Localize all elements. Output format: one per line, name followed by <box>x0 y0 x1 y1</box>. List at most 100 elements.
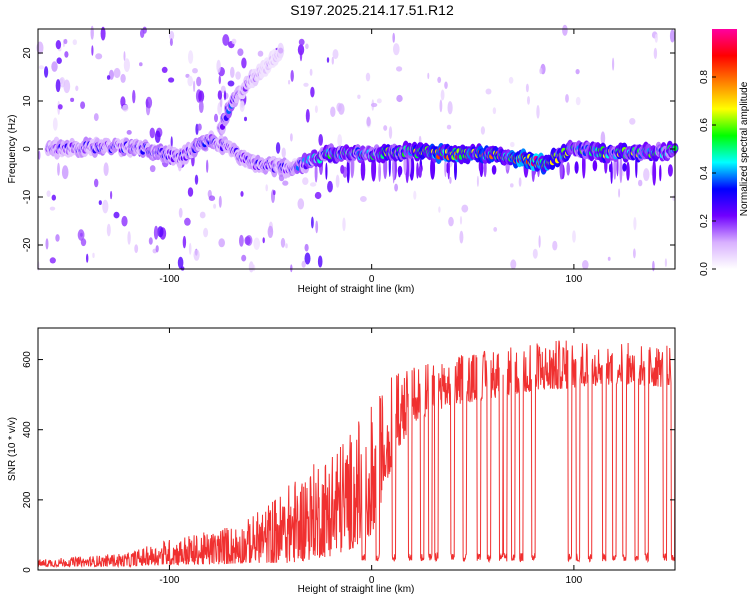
heatmap-cell <box>439 99 443 113</box>
heatmap-cell <box>394 183 398 192</box>
heatmap-cell <box>416 162 419 179</box>
heatmap-cell <box>331 56 334 65</box>
heatmap-cell <box>157 226 164 238</box>
snr-y-label: SNR (10 * v/v) <box>7 417 18 481</box>
heatmap-cell <box>629 118 636 125</box>
heatmap-cell <box>654 33 658 43</box>
heatmap-cell <box>297 198 305 210</box>
spectrogram-x-label: Height of straight line (km) <box>298 284 415 295</box>
heatmap-cell <box>161 66 168 73</box>
colorbar-tick-label: 0.6 <box>699 118 710 132</box>
heatmap-cell <box>669 29 675 43</box>
heatmap-cell <box>257 50 264 57</box>
heatmap-cell <box>218 238 225 248</box>
heatmap-cell <box>285 243 288 249</box>
heatmap-cell <box>447 101 453 115</box>
heatmap-cell <box>493 227 498 232</box>
heatmap-cell <box>216 59 221 73</box>
heatmap-cell <box>154 130 161 143</box>
heatmap-cell <box>572 230 576 243</box>
heatmap-cell <box>360 196 367 202</box>
heatmap-cell <box>330 106 336 118</box>
heatmap-cell <box>539 67 543 75</box>
heatmap-cell <box>86 253 89 263</box>
heatmap-cell <box>196 76 202 87</box>
y-tick-label: -20 <box>22 237 33 252</box>
heatmap-cell <box>142 26 147 34</box>
heatmap-cell <box>618 188 621 198</box>
heatmap-cell <box>510 141 515 148</box>
heatmap-cell <box>600 131 606 145</box>
colorbar-gradient <box>712 29 737 269</box>
heatmap-cell <box>305 109 310 123</box>
heatmap-cell <box>100 26 106 41</box>
snr-y-ticks: 0 200 400 600 <box>22 351 675 573</box>
heatmap-cell <box>198 90 205 103</box>
heatmap-cell <box>213 203 217 209</box>
heatmap-cell <box>325 162 328 180</box>
heatmap-cell <box>288 79 291 85</box>
y-tick-label: 0 <box>22 146 33 152</box>
heatmap-cell <box>327 180 333 193</box>
heatmap-cell <box>562 24 568 36</box>
heatmap-cell <box>392 157 395 184</box>
heatmap-cell <box>80 238 87 247</box>
heatmap-cell <box>446 124 452 130</box>
heatmap-cell <box>94 178 99 188</box>
heatmap-cell <box>536 105 540 119</box>
heatmap-cell <box>318 134 324 146</box>
heatmap-cell <box>203 227 209 238</box>
heatmap-cell <box>206 159 209 173</box>
heatmap-cell <box>510 183 514 188</box>
heatmap-cell <box>241 254 247 262</box>
heatmap-cell <box>613 157 617 180</box>
heatmap-cell <box>304 243 309 252</box>
heatmap-cell <box>444 157 447 178</box>
heatmap-cell <box>622 163 627 172</box>
heatmap-cell <box>304 252 311 265</box>
heatmap-cell <box>75 85 79 92</box>
snr-x-label: Height of straight line (km) <box>298 584 415 595</box>
heatmap-cell <box>340 164 345 174</box>
heatmap-cell <box>197 123 202 131</box>
heatmap-cell <box>510 259 517 270</box>
colorbar: 0.0 0.2 0.4 0.6 0.8 Normalized spectral ampl… <box>699 29 750 276</box>
heatmap-cell <box>485 88 492 95</box>
heatmap-cell <box>396 94 403 103</box>
heatmap-cell <box>527 96 530 105</box>
heatmap-cell <box>582 260 589 270</box>
heatmap-cell <box>388 126 393 139</box>
heatmap-cell <box>461 204 469 213</box>
heatmap-cell <box>610 161 613 184</box>
heatmap-cell <box>278 47 284 54</box>
heatmap-cell <box>280 237 286 248</box>
heatmap-cell <box>95 53 103 60</box>
heatmap-cell <box>633 248 636 259</box>
heatmap-cell <box>241 57 247 69</box>
x-tick-label: 100 <box>566 575 583 586</box>
heatmap-cell <box>56 57 62 64</box>
heatmap-cell <box>194 174 199 185</box>
heatmap-cell <box>123 51 126 62</box>
heatmap-cell <box>574 161 579 174</box>
figure-title: S197.2025.214.17.51.R12 <box>290 2 454 18</box>
heatmap-cell <box>139 62 143 67</box>
heatmap-cell <box>49 257 56 264</box>
heatmap-cell <box>38 65 44 70</box>
spectrogram-x-ticks: -100 0 100 <box>159 29 583 285</box>
heatmap-cell <box>538 235 541 248</box>
heatmap-cell <box>44 66 49 78</box>
heatmap-cell <box>643 168 650 182</box>
heatmap-cell <box>652 159 657 186</box>
heatmap-cell <box>342 217 346 232</box>
heatmap-cell <box>239 100 245 112</box>
heatmap-cell <box>302 177 309 186</box>
heatmap-cell <box>478 160 481 172</box>
heatmap-cell <box>459 230 464 244</box>
heatmap-cell <box>218 195 222 208</box>
heatmap-cell <box>248 261 254 273</box>
heatmap-cell <box>310 86 315 98</box>
heatmap-cell <box>149 127 155 139</box>
heatmap-cell <box>80 101 86 109</box>
